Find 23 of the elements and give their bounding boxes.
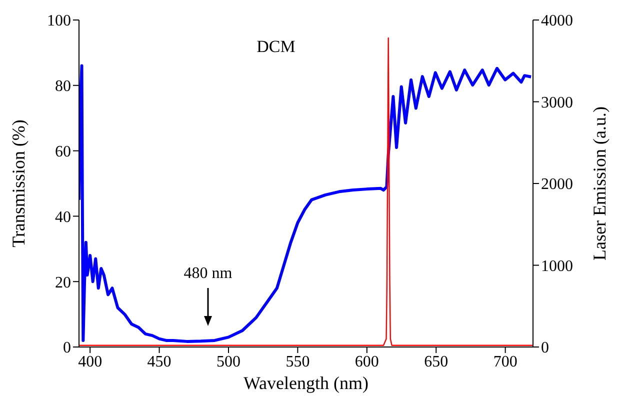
- y2-tick-label: 3000: [541, 94, 573, 112]
- y2-tick-label: 0: [541, 340, 549, 357]
- x-tick-label: 700: [493, 353, 518, 370]
- x-tick-label: 450: [147, 353, 172, 370]
- x-tick-label: 600: [354, 353, 379, 370]
- x-axis-title: Wavelength (nm): [243, 373, 369, 393]
- x-tick-label: 400: [78, 353, 102, 370]
- y-tick-label: 0: [63, 340, 71, 357]
- y-tick-label: 40: [55, 208, 71, 226]
- y-tick-label: 80: [55, 78, 71, 96]
- y2-tick-label: 1000: [541, 258, 573, 275]
- x-tick-label: 500: [216, 353, 240, 370]
- y2-tick-label: 2000: [541, 176, 573, 194]
- y-tick-label: 20: [55, 274, 71, 292]
- y2-axis-title: Laser Emission (a.u.): [589, 106, 610, 260]
- y-tick-label: 60: [55, 143, 71, 160]
- y-axis-title: Transmission (%): [8, 120, 28, 248]
- y-tick-label: 100: [47, 12, 71, 30]
- text: DCM: [256, 37, 296, 56]
- annotation: 480 nm: [184, 265, 233, 282]
- y2-tick-label: 4000: [541, 12, 573, 30]
- x-tick-label: 550: [286, 353, 310, 370]
- x-tick-label: 650: [424, 353, 448, 370]
